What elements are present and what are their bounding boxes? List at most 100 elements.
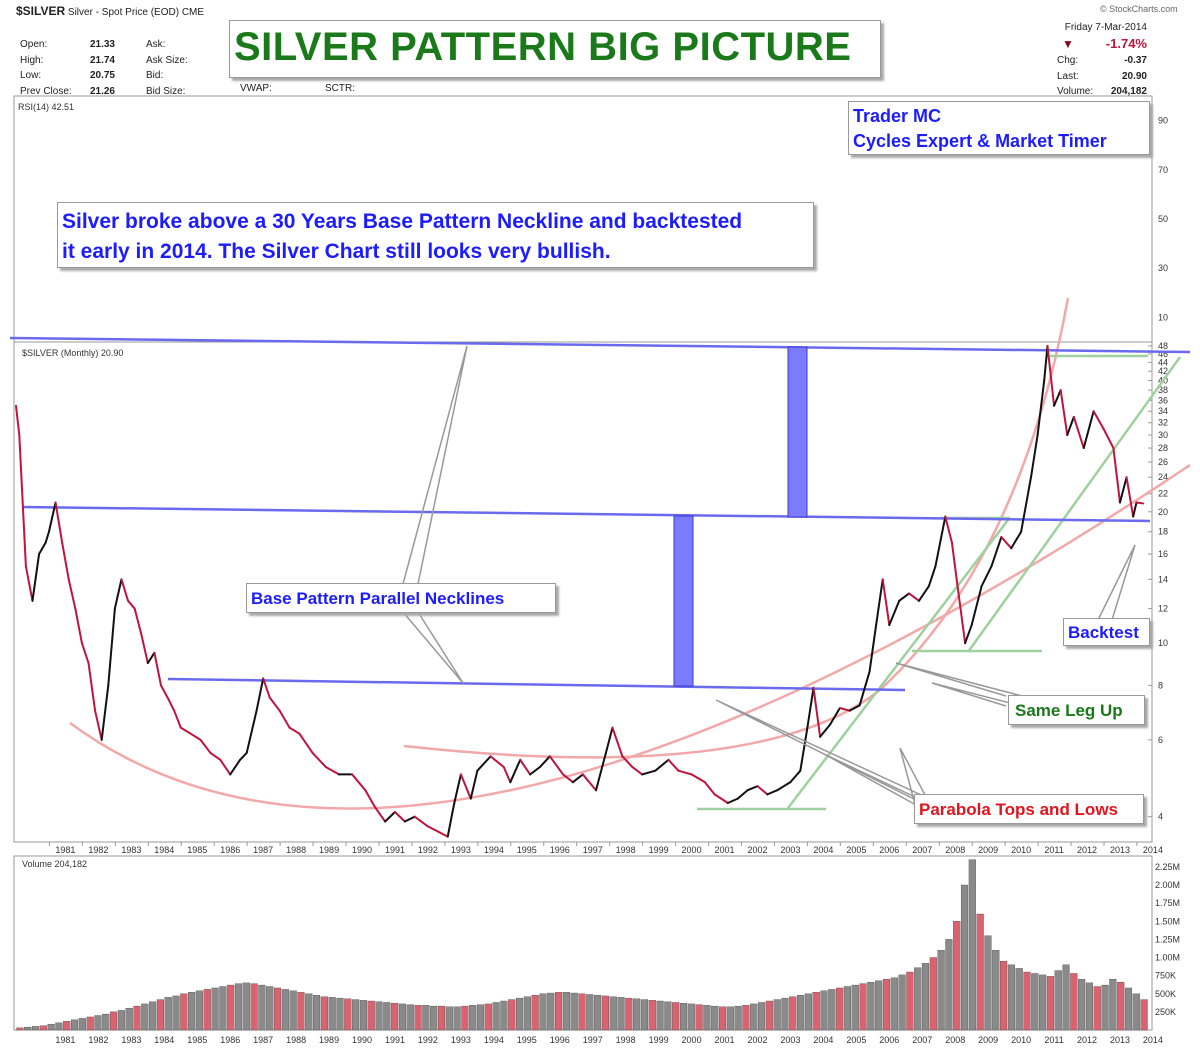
year-tick-label: 2012 [1077, 845, 1097, 855]
price-segment [571, 773, 584, 784]
volume-year-tick-label: 1998 [616, 1035, 636, 1045]
volume-bar [1015, 968, 1023, 1031]
high-label: High: [20, 54, 44, 66]
price-segment [766, 789, 779, 796]
volume-bar [164, 997, 172, 1031]
price-segment [980, 565, 993, 588]
price-tick-label: 4 [1158, 812, 1163, 822]
price-segment [80, 642, 90, 665]
backtest-label-box: Backtest [1063, 618, 1150, 646]
volume-bar [789, 996, 797, 1031]
price-segment [469, 769, 479, 800]
year-tick-label: 1996 [550, 845, 570, 855]
volume-bar [523, 996, 531, 1031]
price-panel-label: $SILVER (Monthly) 20.90 [22, 348, 123, 358]
price-tick-label: 44 [1158, 357, 1168, 367]
price-segment [351, 773, 367, 792]
price-tick-label: 42 [1158, 366, 1168, 376]
backtest-label: Backtest [1068, 623, 1139, 642]
price-tick-label: 24 [1158, 472, 1168, 482]
volume-year-tick-label: 1996 [550, 1035, 570, 1045]
volume-bar [188, 992, 196, 1031]
volume-year-tick-label: 1985 [187, 1035, 207, 1045]
bid-size-label: Bid Size: [146, 85, 186, 97]
year-tick-label: 1990 [352, 845, 372, 855]
price-tick-label: 16 [1158, 549, 1168, 559]
volume-bar [430, 1005, 438, 1031]
volume-bar [945, 939, 953, 1031]
price-segment [298, 732, 314, 754]
volume-bar [55, 1022, 63, 1031]
volume-bar [445, 1006, 453, 1031]
price-segment [146, 651, 156, 665]
volume-bar [24, 1026, 32, 1031]
volume-bar [1140, 999, 1148, 1031]
year-tick-label: 2000 [682, 845, 702, 855]
volume-bar [859, 983, 867, 1031]
volume-bar [633, 998, 641, 1031]
volume-year-tick-label: 1983 [121, 1035, 141, 1045]
price-segment [1118, 476, 1128, 504]
volume-bar [1039, 974, 1047, 1031]
price-segment [819, 723, 831, 738]
sctr-label: SCTR: [325, 83, 355, 94]
volume-bar [31, 1026, 40, 1031]
volume-axis: 250K 500K 750K 1.00M 1.25M 1.50M 1.75M 2.00M 2.2… [1155, 862, 1180, 1017]
volume-bar [406, 1004, 414, 1031]
price-segment [100, 684, 110, 741]
volume-tick-label: 1.25M [1155, 934, 1180, 944]
price-segment [927, 565, 937, 588]
price-segment [917, 585, 930, 602]
price-segment [898, 592, 911, 602]
price-segment [848, 704, 861, 712]
year-tick-label: 1995 [517, 845, 537, 855]
price-tick-label: 8 [1158, 680, 1163, 690]
price-segment [868, 624, 878, 673]
ask-size-label: Ask Size: [146, 54, 188, 66]
price-segment [120, 578, 130, 602]
price-segment [209, 751, 222, 761]
necklines-label: Base Pattern Parallel Necklines [251, 589, 505, 608]
chart-title: SILVER PATTERN BIG PICTURE [234, 25, 852, 69]
volume-tick-label: 250K [1155, 1007, 1176, 1017]
volume-bar [313, 995, 321, 1031]
volume-bar [281, 989, 289, 1031]
parabola-pointer-2 [823, 753, 933, 806]
volume-bar [890, 977, 898, 1031]
volume-bar [726, 1006, 734, 1031]
volume-year-tick-label: 1990 [352, 1035, 372, 1045]
volume-bar [70, 1019, 79, 1031]
price-segment [1036, 379, 1046, 436]
year-tick-label: 2014 [1143, 845, 1163, 855]
price-segment [812, 686, 822, 738]
annotation-overlay [9, 297, 1191, 811]
price-segment [858, 670, 871, 707]
backtest-pointer [1097, 544, 1136, 621]
volume-year-tick-label: 2010 [1011, 1035, 1031, 1045]
price-segment [179, 726, 192, 735]
price-segment [502, 765, 512, 784]
price-segment [908, 592, 920, 602]
price-segment [476, 755, 492, 772]
year-tick-label: 1985 [187, 845, 207, 855]
parabola-pointer-3 [899, 747, 933, 809]
volume-bar [812, 992, 820, 1031]
price-segment [1059, 389, 1069, 436]
price-segment [47, 501, 57, 533]
volume-bar [718, 1006, 727, 1031]
down-arrow-icon: ▼ [1062, 37, 1074, 51]
volume-bar [16, 1027, 24, 1031]
price-segment [31, 553, 41, 602]
volume-tick-label: 750K [1155, 971, 1176, 981]
last-label: Last: [1057, 70, 1079, 82]
volume-year-tick-label: 1981 [55, 1035, 75, 1045]
price-tick-label: 20 [1158, 507, 1168, 517]
price-segment [189, 732, 202, 741]
volume-bar [1070, 973, 1078, 1031]
price-segment [446, 801, 456, 838]
price-segment [1132, 501, 1138, 518]
year-tick-label: 2001 [715, 845, 735, 855]
volume-bar [828, 989, 836, 1031]
volume-bar [687, 1003, 695, 1031]
volume-bar [1101, 984, 1109, 1031]
